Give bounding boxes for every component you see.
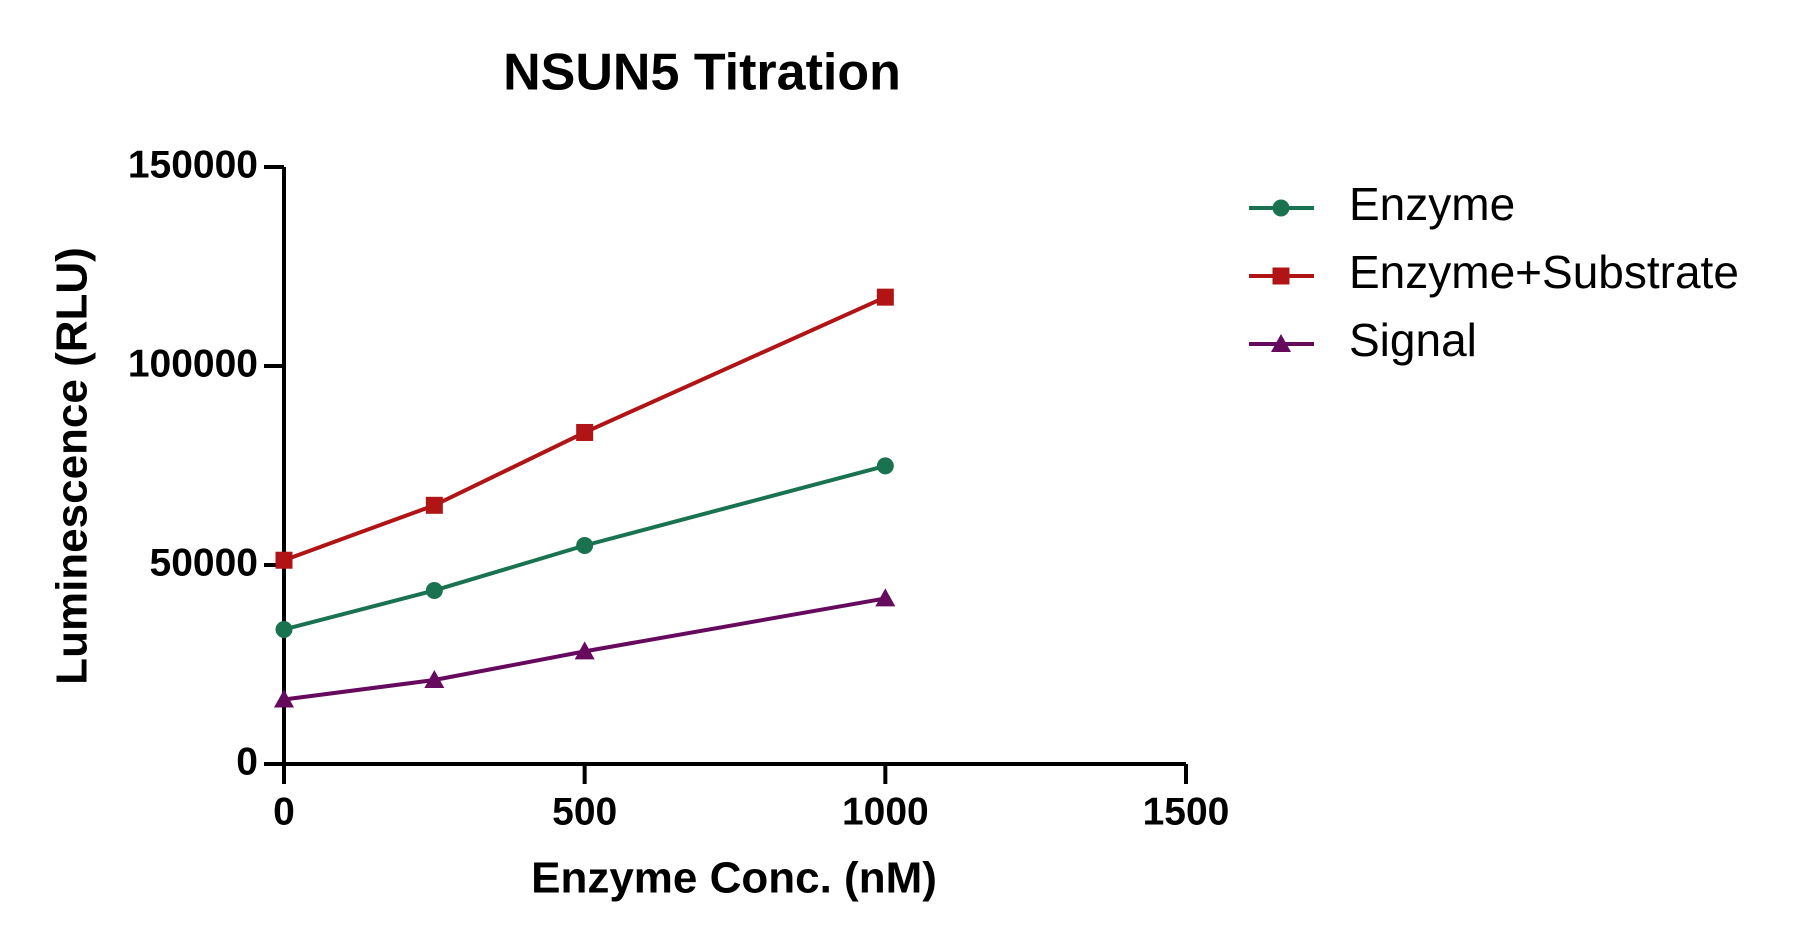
x-tick-label: 0 (273, 790, 295, 833)
marker (875, 588, 896, 607)
marker (274, 689, 294, 708)
legend-label: Enzyme+Substrate (1349, 246, 1739, 298)
x-tick-label: 1500 (1143, 790, 1230, 833)
series-line (283, 295, 887, 563)
marker (574, 641, 595, 660)
marker (576, 536, 594, 554)
marker (876, 457, 894, 475)
marker (275, 620, 293, 638)
marker (424, 670, 445, 689)
marker (425, 581, 443, 599)
marker (576, 423, 594, 441)
legend-marker (1271, 334, 1291, 352)
marker (275, 551, 293, 569)
legend-marker (1272, 267, 1290, 285)
series-line (283, 463, 886, 632)
y-tick-label: 100000 (128, 342, 258, 385)
series-line (283, 596, 886, 702)
x-tick-label: 1000 (842, 790, 929, 833)
x-tick-label: 500 (552, 790, 617, 833)
legend-label: Enzyme (1349, 178, 1515, 230)
y-tick-label: 50000 (150, 541, 258, 584)
chart-title: NSUN5 Titration (503, 44, 901, 102)
legend-marker (1272, 199, 1290, 217)
marker (876, 288, 894, 306)
y-axis-label: Luminescence (RLU) (48, 247, 97, 685)
marker (425, 496, 443, 514)
x-axis-label: Enzyme Conc. (nM) (531, 854, 937, 903)
legend-label: Signal (1349, 314, 1477, 366)
y-tick-label: 0 (236, 740, 258, 783)
y-tick-label: 150000 (128, 143, 258, 186)
